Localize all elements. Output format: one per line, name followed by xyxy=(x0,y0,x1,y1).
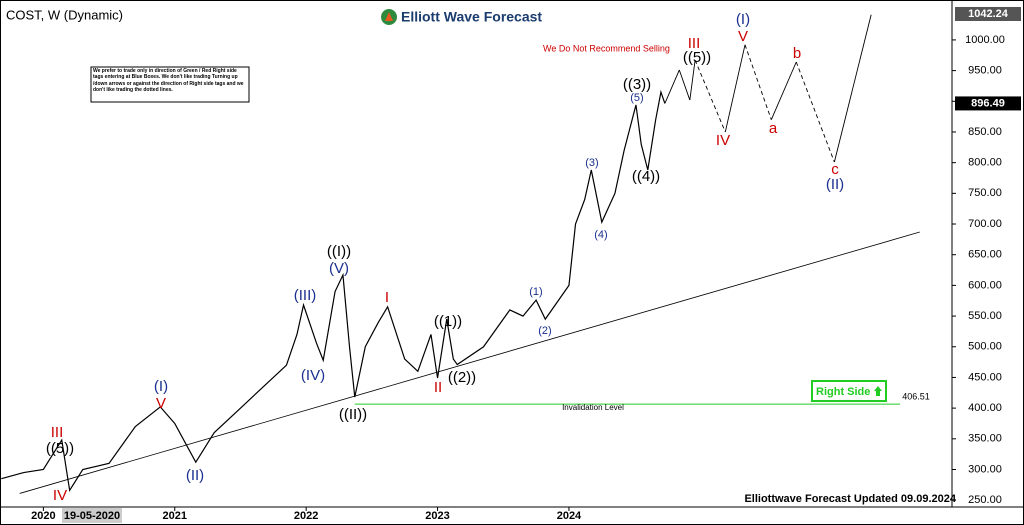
wave-label: V xyxy=(156,395,166,412)
wave-label: c xyxy=(831,161,839,178)
invalidation-value: 406.51 xyxy=(902,392,930,402)
cursor-date-box xyxy=(61,508,122,523)
right-side-box: Right Side xyxy=(811,380,887,402)
right-side-label: Right Side xyxy=(816,386,870,398)
wave-label: ((5)) xyxy=(683,49,711,66)
projection-segment xyxy=(770,61,797,120)
wave-label: (V) xyxy=(329,260,349,277)
chart-title: COST, W (Dynamic) xyxy=(6,7,123,22)
trendline xyxy=(19,231,920,494)
wave-label: b xyxy=(793,45,801,62)
x-tick-label: 2020 xyxy=(31,510,55,522)
y-tick-label: 650.00 xyxy=(968,249,1002,261)
y-tick-label: 450.00 xyxy=(968,371,1002,383)
y-tick-label: 600.00 xyxy=(968,279,1002,291)
wave-label: (4) xyxy=(594,229,607,241)
projection-segment xyxy=(694,59,726,133)
price-line xyxy=(1,89,666,493)
x-tick-label: 2023 xyxy=(425,510,449,522)
wave-label: ((5)) xyxy=(46,440,74,457)
wave-label: (II) xyxy=(826,176,844,193)
projection-segment xyxy=(678,69,691,101)
y-tick-label: 950.00 xyxy=(968,65,1002,77)
projection-segment xyxy=(724,44,746,133)
wave-label: (1) xyxy=(529,286,542,298)
wave-label: ((4)) xyxy=(632,168,660,185)
x-tick-label: 2024 xyxy=(557,510,582,522)
y-tick-label: 750.00 xyxy=(968,187,1002,199)
y-tick-label: 800.00 xyxy=(968,157,1002,169)
y-tick-label: 350.00 xyxy=(968,433,1002,445)
wave-label: (III) xyxy=(294,287,317,304)
price-tag-box xyxy=(955,6,1021,21)
wave-label: II xyxy=(434,379,442,396)
projection-segment xyxy=(744,44,772,120)
cursor-date-label: 19-05-2020 xyxy=(64,510,120,522)
updated-note: Elliottwave Forecast Updated 09.09.2024 xyxy=(744,493,956,505)
invalidation-label: Invalidation Level xyxy=(562,403,624,412)
y-tick-label: 700.00 xyxy=(968,218,1002,230)
wave-label: ((II)) xyxy=(339,406,367,423)
wave-label: (II) xyxy=(186,467,204,484)
note: We prefer to trade only in direction of … xyxy=(93,68,244,93)
x-tick-label: 2021 xyxy=(163,510,187,522)
wave-label: (I) xyxy=(736,11,750,28)
wave-label: a xyxy=(769,120,778,137)
projection-segment xyxy=(689,60,696,101)
y-tick-label: 550.00 xyxy=(968,310,1002,322)
warning: We Do Not Recommend Selling xyxy=(543,43,670,53)
wave-label: (3) xyxy=(585,157,598,169)
y-tick-label: 400.00 xyxy=(968,402,1002,414)
wave-label: (IV) xyxy=(301,367,325,384)
wave-label: IV xyxy=(716,132,730,149)
y-tick-label: 850.00 xyxy=(968,126,1002,138)
wave-label: III xyxy=(688,35,701,52)
y-tick-label: 500.00 xyxy=(968,341,1002,353)
wave-label: (I) xyxy=(154,378,168,395)
wave-label: ((I)) xyxy=(327,243,351,260)
price-tag-label: 896.49 xyxy=(971,97,1005,109)
wave-label: (5) xyxy=(630,92,643,104)
projection-connector xyxy=(664,69,680,104)
wave-label: V xyxy=(738,28,748,45)
projection-segment xyxy=(795,61,835,163)
y-tick-label: 300.00 xyxy=(968,463,1002,475)
wave-label: ((2)) xyxy=(448,369,476,386)
note-box xyxy=(90,66,250,103)
price-tag-box xyxy=(955,96,1021,111)
wave-label: III xyxy=(51,424,64,441)
projection-segment xyxy=(833,14,872,163)
wave-label: I xyxy=(385,289,389,306)
wave-label: ((3)) xyxy=(623,76,651,93)
y-tick-label: 1000.00 xyxy=(965,34,1005,46)
note-text: We prefer to trade only in direction of … xyxy=(93,68,244,93)
wave-label: (2) xyxy=(538,325,551,337)
x-tick-label: 2022 xyxy=(294,510,318,522)
y-tick-label: 250.00 xyxy=(968,494,1002,506)
brand-logo: Elliott Wave Forecast xyxy=(381,9,542,25)
wave-label: IV xyxy=(53,487,67,504)
wave-label: ((1)) xyxy=(434,313,462,330)
brand-name: Elliott Wave Forecast xyxy=(401,9,542,25)
price-tag-label: 1042.24 xyxy=(968,8,1009,20)
